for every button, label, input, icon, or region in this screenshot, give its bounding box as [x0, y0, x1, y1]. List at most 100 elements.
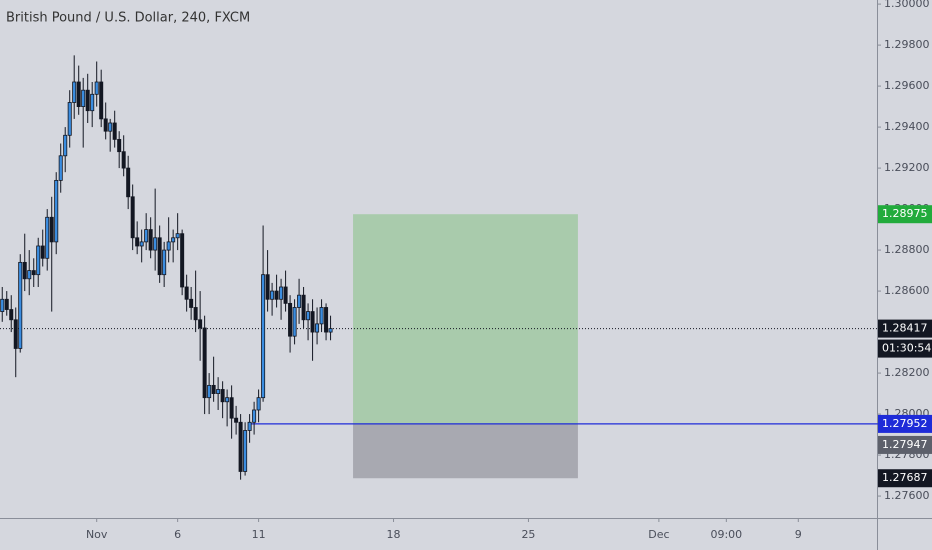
candle-body [211, 384, 216, 394]
candle-body [13, 319, 18, 349]
candle-body [67, 102, 72, 136]
candle-body [27, 270, 32, 280]
x-tick-label: 11 [252, 528, 266, 541]
candle-body [63, 134, 68, 157]
target-label-bg [878, 205, 932, 224]
candle-body [261, 274, 266, 399]
extra-price-label-bg [878, 435, 932, 454]
candle-body [171, 237, 176, 243]
x-tick-label: 09:00 [710, 528, 742, 541]
candle-body [54, 179, 59, 243]
entry-label-bg [878, 414, 932, 433]
candle-body [220, 389, 225, 403]
current-price-label: 1.28417 [882, 322, 928, 335]
candle-body [162, 249, 167, 276]
candle-body [148, 229, 153, 251]
candle-body [121, 151, 126, 169]
current-price-label-bg [878, 319, 932, 338]
candle-body [256, 397, 261, 411]
candle-body [288, 302, 293, 337]
y-tick-label: 1.28200 [884, 366, 930, 379]
entry-label: 1.27952 [882, 417, 928, 430]
candle-body [126, 167, 131, 198]
candle-body [72, 81, 77, 103]
candle-body [297, 294, 302, 308]
candle-body [301, 294, 306, 321]
candle-body [81, 89, 86, 107]
y-tick-label: 1.29600 [884, 79, 930, 92]
candle-body [279, 286, 284, 300]
x-tick-label: 6 [174, 528, 181, 541]
candle-body [274, 290, 279, 300]
candle-body [130, 196, 135, 239]
countdown-label-bg [878, 339, 932, 358]
candle-body [292, 307, 297, 337]
candle-body [117, 138, 122, 153]
candle-body [207, 384, 212, 399]
countdown-label: 01:30:54 [882, 342, 931, 355]
candle-body [4, 298, 9, 310]
candle-body [184, 286, 189, 300]
candle-body [328, 328, 333, 333]
candle-body [319, 307, 324, 325]
candle-body [22, 261, 27, 280]
x-tick-label: 9 [795, 528, 802, 541]
candle-body [76, 81, 81, 107]
candle-body [36, 245, 41, 276]
candle-body [0, 298, 5, 312]
candle-body [306, 311, 311, 321]
candle-body [9, 309, 14, 321]
y-tick-label: 1.27600 [884, 489, 930, 502]
candle-body [18, 261, 23, 349]
candle-body [198, 319, 203, 329]
y-tick-label: 1.28600 [884, 284, 930, 297]
candle-body [135, 237, 140, 247]
candle-body [166, 241, 171, 251]
candle-body [225, 397, 230, 403]
x-tick-label: 18 [387, 528, 401, 541]
candle-body [216, 389, 221, 394]
candle-body [283, 286, 288, 304]
candle-body [153, 237, 158, 251]
y-tick-label: 1.30000 [884, 0, 930, 10]
candle-body [139, 241, 144, 247]
target-label: 1.28975 [882, 207, 928, 220]
candle-body [45, 216, 50, 259]
candle-body [175, 233, 180, 239]
candle-body [252, 409, 257, 423]
extra-price-label: 1.27947 [882, 438, 928, 451]
x-tick-label: Nov [86, 528, 108, 541]
candle-body [270, 290, 275, 300]
candle-body [49, 216, 54, 243]
candle-body [103, 118, 108, 132]
chart-title: British Pound / U.S. Dollar, 240, FXCM [6, 11, 250, 26]
candle-body [40, 245, 45, 259]
candle-body [31, 270, 36, 276]
x-tick-label: Dec [648, 528, 669, 541]
stop-label-bg [878, 469, 932, 488]
candle-body [108, 122, 113, 132]
plot-area [0, 55, 932, 480]
candle-body [247, 421, 252, 431]
candle-body [112, 122, 117, 140]
candle-body [94, 81, 99, 95]
loss-zone [353, 423, 578, 479]
profit-zone [353, 214, 578, 424]
y-tick-label: 1.28800 [884, 243, 930, 256]
candle-body [58, 155, 63, 181]
y-tick-label: 1.29800 [884, 38, 930, 51]
stop-label: 1.27687 [882, 471, 928, 484]
x-tick-label: 25 [521, 528, 535, 541]
candle-body [310, 311, 315, 333]
candle-body [234, 417, 239, 423]
candle-body [229, 397, 234, 419]
candle-body [202, 327, 207, 399]
y-tick-label: 1.29200 [884, 161, 930, 174]
candle-body [265, 274, 270, 300]
candle-body [193, 307, 198, 321]
candle-body [90, 93, 95, 112]
candle-body [99, 81, 104, 120]
candle-body [189, 298, 194, 308]
candle-body [243, 430, 248, 472]
